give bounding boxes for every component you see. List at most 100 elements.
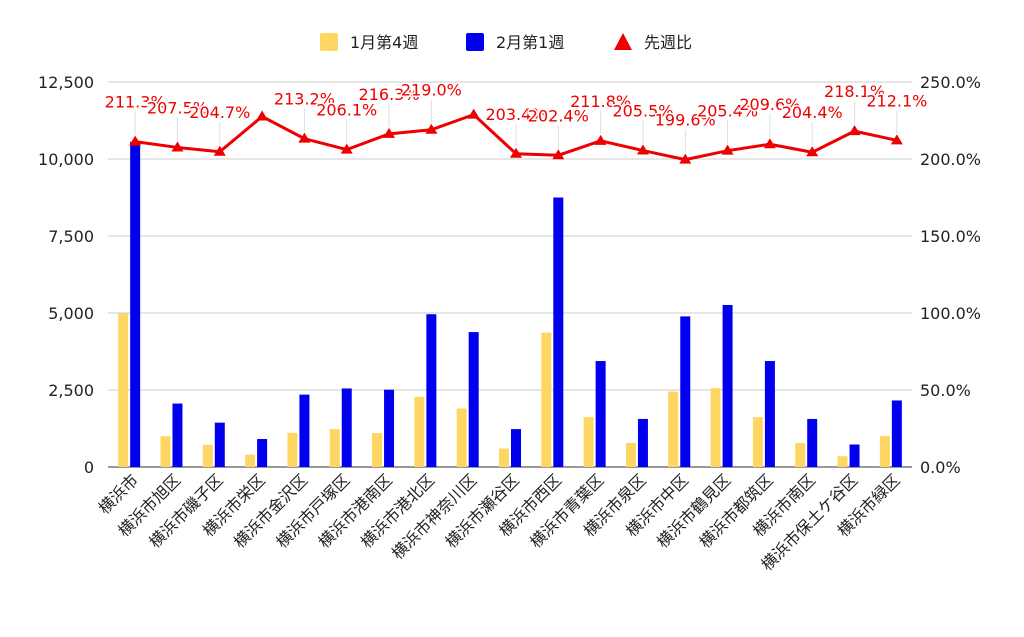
ratio-marker	[679, 153, 692, 164]
gridlines	[108, 81, 912, 468]
right-tick-label: 100.0%	[920, 304, 981, 323]
line-series	[129, 108, 903, 164]
ratio-marker	[213, 145, 226, 156]
right-tick-label: 150.0%	[920, 227, 981, 246]
bar-series	[118, 141, 902, 467]
left-tick-label: 2,500	[48, 381, 94, 400]
legend-item[interactable]: 先週比	[614, 33, 692, 52]
ratio-marker	[763, 138, 776, 149]
ratio-data-label: 202.4%	[528, 106, 589, 125]
ratio-marker	[340, 143, 353, 154]
bar-jan-week4	[372, 433, 383, 467]
bar-jan-week4	[541, 332, 552, 467]
bar-feb-week1	[257, 438, 268, 467]
x-axis: 横浜市横浜市旭区横浜市磯子区横浜市栄区横浜市金沢区横浜市戸塚区横浜市港南区横浜市…	[95, 470, 904, 574]
bar-feb-week1	[722, 304, 733, 467]
bar-feb-week1	[214, 422, 225, 467]
ratio-data-label: 216.3%	[359, 85, 420, 104]
bar-feb-week1	[341, 388, 352, 467]
bar-feb-week1	[468, 332, 479, 467]
right-y-axis: 0.0% 50.0% 100.0% 150.0% 200.0% 250.0%	[920, 73, 981, 477]
ratio-marker	[636, 144, 649, 155]
bar-jan-week4	[118, 313, 129, 467]
ratio-data-label: 211.3%	[105, 93, 166, 112]
ratio-marker	[129, 135, 142, 146]
legend-swatch	[614, 33, 632, 50]
ratio-marker	[890, 134, 903, 145]
ratio-data-label: 209.6%	[739, 95, 800, 114]
bar-jan-week4	[668, 391, 679, 467]
bar-feb-week1	[511, 429, 521, 467]
ratio-data-label: 211.8%	[570, 92, 631, 111]
bar-jan-week4	[499, 448, 509, 467]
left-tick-label: 0	[84, 458, 94, 477]
legend-label: 先週比	[644, 33, 692, 52]
bar-jan-week4	[837, 456, 848, 467]
right-tick-label: 250.0%	[920, 73, 981, 92]
ratio-data-label: 212.1%	[866, 91, 927, 110]
left-tick-label: 10,000	[38, 150, 94, 169]
ratio-marker	[552, 149, 565, 160]
data-labels: 211.3%207.5%204.7% 213.2%206.1%216.3%219.…	[103, 79, 929, 153]
ratio-data-label: 199.6%	[655, 111, 716, 130]
bar-jan-week4	[625, 442, 636, 467]
bar-feb-week1	[172, 403, 183, 467]
bar-jan-week4	[287, 432, 298, 467]
legend-item[interactable]: 1月第4週	[320, 33, 418, 52]
bar-feb-week1	[299, 394, 310, 467]
bar-jan-week4	[160, 436, 171, 467]
ratio-data-label: 205.4%	[697, 102, 758, 121]
bar-jan-week4	[795, 442, 806, 467]
bar-feb-week1	[849, 444, 860, 467]
left-tick-label: 7,500	[48, 227, 94, 246]
bar-jan-week4	[202, 444, 213, 467]
legend[interactable]: 1月第4週 2月第1週 先週比	[320, 33, 692, 52]
ratio-marker	[806, 146, 819, 157]
ratio-marker	[467, 108, 480, 119]
bar-jan-week4	[583, 417, 594, 467]
legend-swatch	[320, 33, 338, 51]
legend-label: 1月第4週	[350, 33, 418, 52]
bar-jan-week4	[879, 435, 890, 467]
ratio-marker	[510, 147, 522, 158]
legend-label: 2月第1週	[496, 33, 564, 52]
bar-feb-week1	[680, 316, 691, 467]
bar-jan-week4	[710, 388, 721, 467]
right-tick-label: 0.0%	[920, 458, 961, 477]
bar-feb-week1	[426, 314, 437, 467]
ratio-marker	[848, 125, 861, 136]
ratio-data-label: 207.5%	[147, 98, 208, 117]
bar-feb-week1	[384, 389, 395, 467]
ratio-marker	[298, 132, 311, 143]
bar-feb-week1	[807, 418, 818, 467]
legend-item[interactable]: 2月第1週	[466, 33, 564, 52]
ratio-marker	[721, 144, 734, 155]
bar-feb-week1	[130, 141, 141, 467]
ratio-data-label: 219.0%	[401, 81, 462, 100]
bar-jan-week4	[245, 454, 256, 467]
ratio-marker	[256, 110, 269, 121]
bar-jan-week4	[456, 408, 467, 467]
ratio-marker	[425, 123, 438, 134]
bar-feb-week1	[764, 361, 775, 467]
ratio-data-label: 203.4%	[485, 105, 546, 124]
ratio-marker	[383, 127, 396, 138]
bar-feb-week1	[637, 418, 648, 467]
ratio-marker	[594, 134, 607, 145]
left-tick-label: 5,000	[48, 304, 94, 323]
ratio-data-label: 206.1%	[316, 101, 377, 120]
ratio-data-label: 204.7%	[189, 103, 250, 122]
bar-jan-week4	[752, 417, 763, 467]
bar-feb-week1	[553, 197, 564, 467]
ratio-data-label: 213.2%	[274, 90, 335, 109]
ratio-data-label: 218.1%	[824, 82, 885, 101]
bar-jan-week4	[329, 429, 340, 467]
ratio-marker	[171, 141, 184, 152]
ratio-data-label: 205.5%	[612, 102, 673, 121]
legend-swatch	[466, 33, 484, 51]
ratio-data-label: 204.4%	[782, 103, 843, 122]
bar-jan-week4	[414, 396, 425, 467]
right-tick-label: 200.0%	[920, 150, 981, 169]
